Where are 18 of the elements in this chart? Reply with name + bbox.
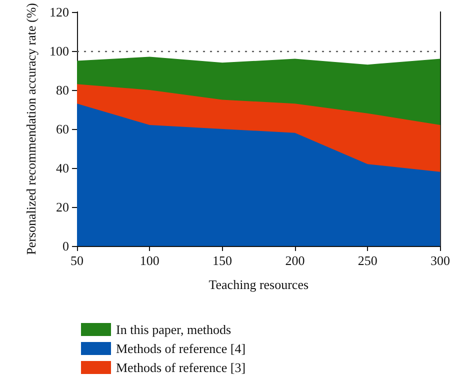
x-tick-label: 50 bbox=[70, 253, 84, 268]
y-tick-label: 120 bbox=[50, 4, 69, 20]
y-axis-title: Personalized recommendation accuracy rate (%) bbox=[24, 2, 39, 255]
x-tick-label: 150 bbox=[212, 253, 232, 268]
x-tick-label: 100 bbox=[140, 253, 160, 268]
y-tick-label: 80 bbox=[56, 82, 69, 98]
legend-label: In this paper, methods bbox=[116, 322, 232, 337]
x-tick-label: 250 bbox=[358, 253, 378, 268]
y-tick-label: 20 bbox=[56, 199, 69, 214]
y-tick-label: 60 bbox=[56, 121, 69, 136]
y-tick-label: 0 bbox=[62, 238, 69, 254]
x-tick-label: 200 bbox=[285, 253, 305, 268]
x-tick-label: 300 bbox=[430, 253, 450, 268]
y-tick-label: 100 bbox=[50, 43, 69, 58]
x-axis-title: Teaching resources bbox=[208, 277, 309, 292]
y-tick-label: 40 bbox=[56, 160, 69, 176]
legend-label: Methods of reference [3] bbox=[116, 360, 246, 375]
legend-label: Methods of reference [4] bbox=[116, 341, 246, 356]
